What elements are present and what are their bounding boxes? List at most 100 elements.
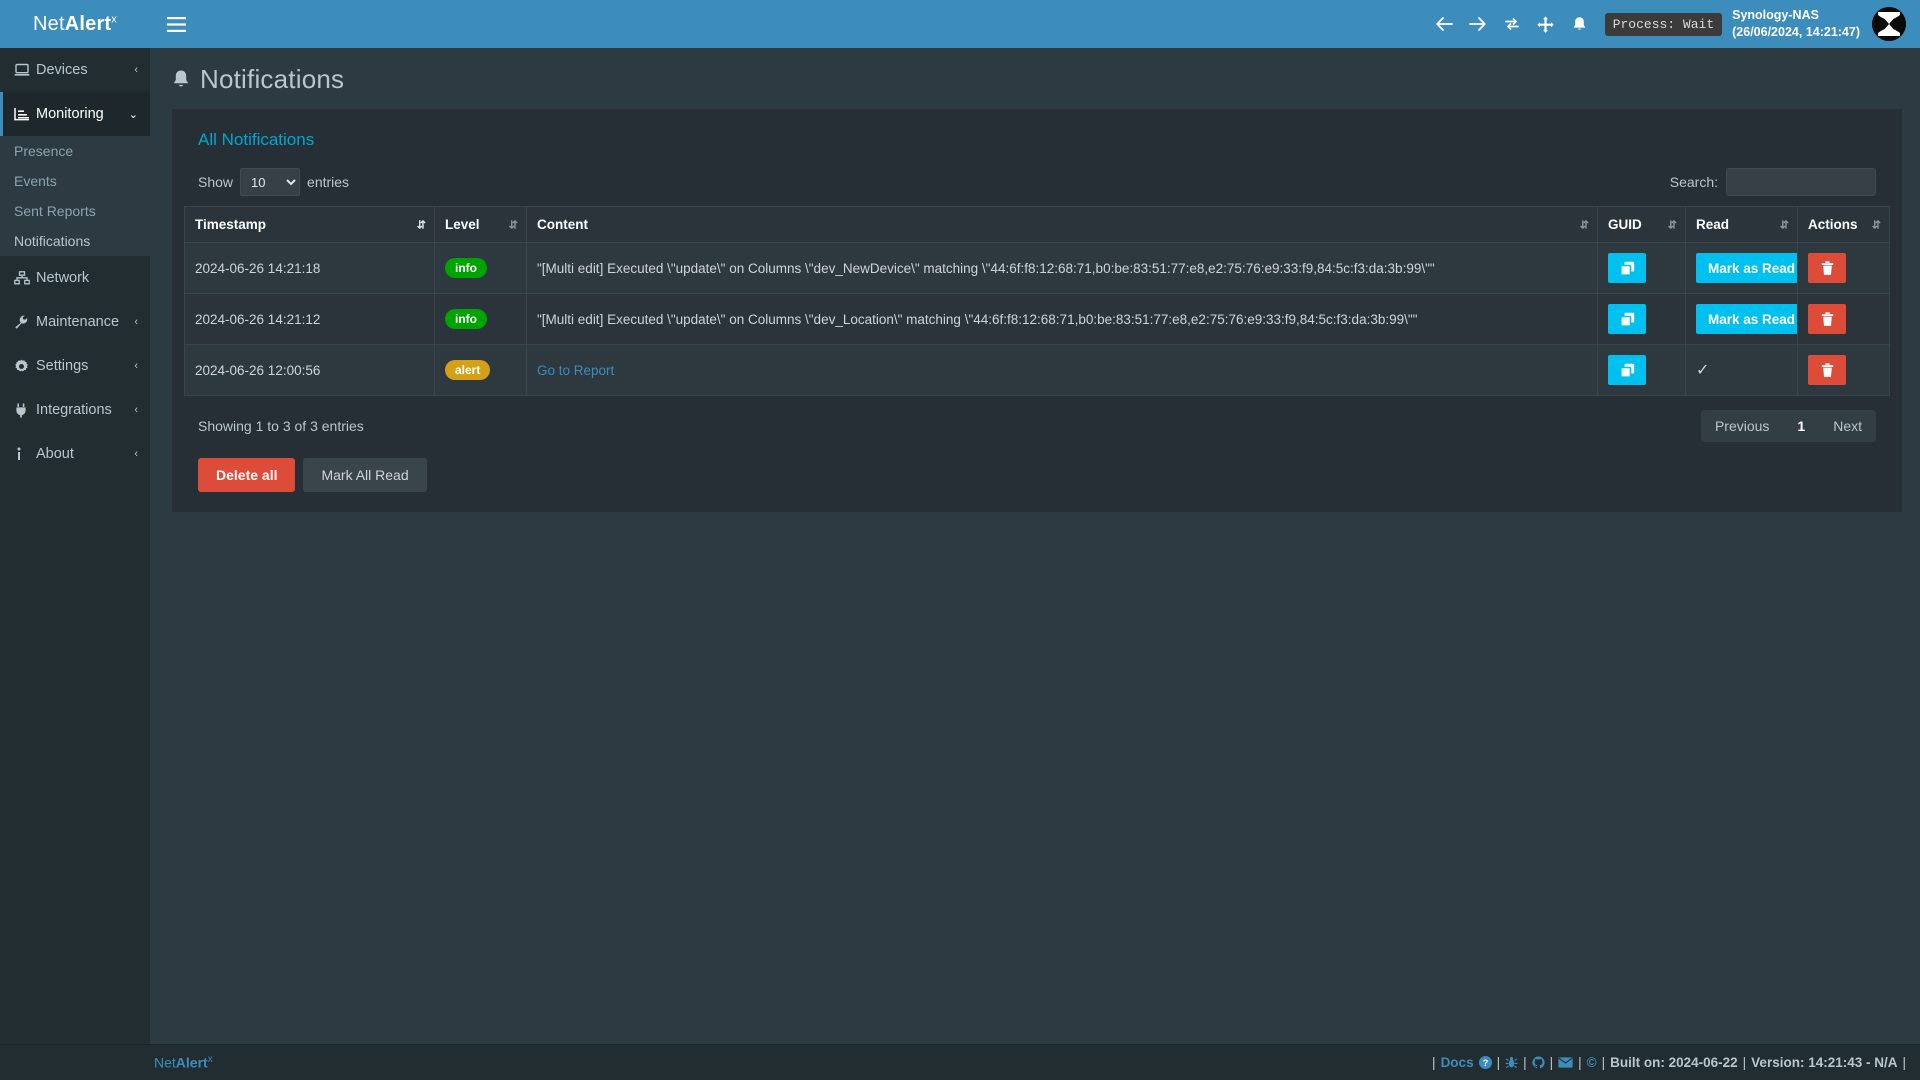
- sidebar-label-settings: Settings: [36, 358, 89, 374]
- forward-arrow-icon[interactable]: [1461, 0, 1495, 48]
- search-label: Search:: [1669, 174, 1718, 190]
- notifications-panel: All Notifications Show 10 25 50 100 entr…: [172, 109, 1902, 512]
- page-title: Notifications: [200, 64, 345, 94]
- footer-links: | Docs ? | | | | © | Built on: 2024-06-2…: [1432, 1055, 1920, 1070]
- sort-icon-desc[interactable]: ⇵: [416, 219, 426, 231]
- sidebar-submenu-monitoring: Presence Events Sent Reports Notificatio…: [0, 136, 150, 256]
- delete-row-button[interactable]: [1808, 304, 1846, 334]
- docs-link[interactable]: Docs: [1440, 1055, 1474, 1070]
- sidebar-item-maintenance[interactable]: Maintenance ‹: [0, 300, 150, 344]
- column-label-timestamp: Timestamp: [195, 217, 267, 232]
- column-header-guid[interactable]: GUID ⇵: [1597, 206, 1686, 243]
- cell-level: info: [434, 242, 527, 294]
- cell-content: "[Multi edit] Executed \"update\" on Col…: [526, 293, 1598, 345]
- sidebar-label-devices: Devices: [36, 62, 88, 78]
- table-row: 2024-06-26 12:00:56 alert Go to Report: [184, 344, 1890, 396]
- cell-timestamp: 2024-06-26 14:21:18: [184, 242, 435, 294]
- footer-sep: |: [1496, 1055, 1501, 1070]
- sidebar-item-devices[interactable]: Devices ‹: [0, 48, 150, 92]
- copyright-icon[interactable]: ©: [1586, 1055, 1597, 1070]
- footer-sep: |: [1601, 1055, 1606, 1070]
- footer-brand-superscript: x: [207, 1054, 213, 1066]
- back-arrow-icon[interactable]: [1427, 0, 1461, 48]
- sidebar-item-sent-reports[interactable]: Sent Reports: [14, 203, 96, 219]
- sidebar-item-events[interactable]: Events: [14, 173, 57, 189]
- sidebar-caret-maintenance: ‹: [134, 316, 138, 328]
- go-to-report-link[interactable]: Go to Report: [537, 362, 615, 378]
- page-body: Devices ‹ Monitoring ⌄ Presence Events S…: [0, 48, 1920, 1044]
- column-header-level[interactable]: Level ⇵: [434, 206, 527, 243]
- sidebar-item-presence[interactable]: Presence: [14, 143, 74, 159]
- sort-icon[interactable]: ⇵: [508, 219, 518, 231]
- process-status-badge: Process: Wait: [1604, 12, 1723, 36]
- wrench-icon: [14, 315, 36, 329]
- table-header-row: Timestamp ⇵ Level ⇵ Content ⇵: [184, 206, 1890, 243]
- sidebar-item-monitoring[interactable]: Monitoring ⌄: [0, 92, 150, 136]
- sort-icon[interactable]: ⇵: [1871, 219, 1881, 231]
- pagination-page-1[interactable]: 1: [1797, 418, 1806, 434]
- move-icon[interactable]: [1529, 0, 1563, 48]
- sidebar-label-monitoring: Monitoring: [36, 106, 104, 122]
- pagination-next[interactable]: Next: [1833, 418, 1862, 434]
- sidebar: Devices ‹ Monitoring ⌄ Presence Events S…: [0, 48, 150, 1044]
- svg-text:?: ?: [1482, 1058, 1488, 1068]
- sort-icon[interactable]: ⇵: [1779, 219, 1789, 231]
- table-head: Timestamp ⇵ Level ⇵ Content ⇵: [184, 206, 1890, 243]
- cell-actions: [1797, 293, 1890, 345]
- footer-sep: |: [1902, 1055, 1906, 1070]
- brand-logo[interactable]: NetAlertx: [0, 0, 150, 48]
- mark-all-read-button[interactable]: Mark All Read: [303, 458, 427, 492]
- column-header-content[interactable]: Content ⇵: [526, 206, 1598, 243]
- brand-part1: Net: [32, 12, 65, 35]
- page-length-select[interactable]: 10 25 50 100: [240, 168, 301, 196]
- github-icon[interactable]: [1531, 1056, 1545, 1069]
- cell-timestamp: 2024-06-26 14:21:12: [184, 293, 435, 345]
- copy-guid-button[interactable]: [1608, 304, 1646, 334]
- sidebar-label-network: Network: [36, 270, 90, 286]
- sort-icon[interactable]: ⇵: [1579, 219, 1589, 231]
- avatar[interactable]: [1872, 7, 1906, 41]
- sidebar-caret-settings: ‹: [134, 360, 138, 372]
- pagination-previous[interactable]: Previous: [1714, 418, 1770, 434]
- column-header-read[interactable]: Read ⇵: [1685, 206, 1798, 243]
- sitemap-icon: [14, 271, 36, 285]
- chevron-down-icon: ⌄: [128, 108, 138, 121]
- copy-guid-button[interactable]: [1608, 253, 1646, 283]
- refresh-icon[interactable]: [1495, 0, 1529, 48]
- sidebar-item-network[interactable]: Network: [0, 256, 150, 300]
- brand-part2: Alert: [64, 12, 112, 35]
- bug-icon[interactable]: [1505, 1056, 1518, 1069]
- delete-row-button[interactable]: [1808, 253, 1846, 283]
- read-check-icon: ✓: [1696, 362, 1710, 379]
- host-info: Synology-NAS (26/06/2024, 14:21:47): [1732, 7, 1872, 41]
- mail-icon[interactable]: [1558, 1057, 1573, 1068]
- built-on-text: Built on: 2024-06-22: [1610, 1055, 1738, 1070]
- mark-as-read-button[interactable]: Mark as Read: [1696, 253, 1797, 283]
- cell-read: Mark as Read: [1685, 242, 1798, 294]
- cell-level: info: [434, 293, 527, 345]
- hamburger-icon[interactable]: [150, 0, 202, 48]
- delete-row-button[interactable]: [1808, 355, 1846, 385]
- sidebar-item-notifications[interactable]: Notifications: [14, 233, 91, 249]
- mark-as-read-button[interactable]: Mark as Read: [1696, 304, 1797, 334]
- cell-guid: [1597, 242, 1686, 294]
- bell-icon: [172, 69, 190, 90]
- page-header: Notifications: [150, 48, 1920, 109]
- bell-icon[interactable]: [1563, 0, 1597, 48]
- column-header-actions[interactable]: Actions ⇵: [1797, 206, 1890, 243]
- copy-guid-button[interactable]: [1608, 355, 1646, 385]
- delete-all-button[interactable]: Delete all: [198, 458, 296, 492]
- help-circle-icon[interactable]: ?: [1478, 1056, 1492, 1069]
- sidebar-item-settings[interactable]: Settings ‹: [0, 344, 150, 388]
- column-header-timestamp[interactable]: Timestamp ⇵: [184, 206, 435, 243]
- sort-icon[interactable]: ⇵: [1667, 219, 1677, 231]
- search-input[interactable]: [1726, 168, 1876, 196]
- footer: NetAlertx | Docs ? | | | | © | Built on:…: [0, 1044, 1920, 1080]
- footer-brand[interactable]: NetAlertx: [0, 1054, 213, 1071]
- sidebar-item-about[interactable]: About ‹: [0, 432, 150, 476]
- column-label-read: Read: [1696, 217, 1730, 232]
- table-row: 2024-06-26 14:21:18 info "[Multi edit] E…: [184, 242, 1890, 294]
- sidebar-item-integrations[interactable]: Integrations ‹: [0, 388, 150, 432]
- top-right-group: Process: Wait Synology-NAS (26/06/2024, …: [1427, 0, 1920, 48]
- sidebar-label-maintenance: Maintenance: [36, 314, 120, 330]
